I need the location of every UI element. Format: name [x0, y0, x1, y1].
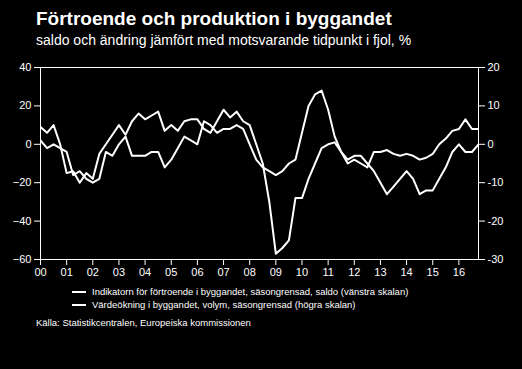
svg-text:16: 16 — [453, 266, 465, 278]
svg-text:−20: −20 — [13, 176, 32, 188]
svg-text:10: 10 — [488, 99, 500, 111]
svg-text:-20: -20 — [488, 215, 504, 227]
svg-text:13: 13 — [374, 266, 386, 278]
html-text:Källa: Statistikcentralen, Eur: Källa: Statistikcentralen, Europeiska ko… — [36, 317, 251, 328]
svg-text:0: 0 — [488, 138, 494, 150]
svg-text:14: 14 — [400, 266, 412, 278]
svg-text:-10: -10 — [488, 176, 504, 188]
svg-text:05: 05 — [165, 266, 177, 278]
svg-text:12: 12 — [348, 266, 360, 278]
svg-text:03: 03 — [113, 266, 125, 278]
svg-text:00: 00 — [34, 266, 46, 278]
svg-text:04: 04 — [139, 266, 151, 278]
html-text:Förtroende och produktion i by: Förtroende och produktion i byggandet — [36, 8, 392, 29]
svg-text:10: 10 — [296, 266, 308, 278]
html-text:saldo och ändring jämfört med: saldo och ändring jämfört med motsvarand… — [36, 32, 412, 48]
svg-text:01: 01 — [61, 266, 73, 278]
svg-text:08: 08 — [244, 266, 256, 278]
svg-text:06: 06 — [191, 266, 203, 278]
svg-text:07: 07 — [217, 266, 229, 278]
svg-text:−60: −60 — [13, 253, 32, 265]
svg-text:20: 20 — [19, 99, 31, 111]
svg-text:−40: −40 — [13, 215, 32, 227]
svg-text:02: 02 — [87, 266, 99, 278]
svg-text:-30: -30 — [488, 253, 504, 265]
svg-text:0: 0 — [25, 138, 31, 150]
svg-text:40: 40 — [19, 61, 31, 73]
html-text:Värdeökning i byggandet, volym: Värdeökning i byggandet, volym, säsongre… — [92, 299, 356, 310]
svg-text:09: 09 — [270, 266, 282, 278]
svg-text:15: 15 — [427, 266, 439, 278]
html-text:Indikatorn för förtroende i by: Indikatorn för förtroende i byggandet, s… — [92, 286, 409, 297]
svg-text:11: 11 — [322, 266, 333, 278]
svg-text:20: 20 — [488, 61, 500, 73]
